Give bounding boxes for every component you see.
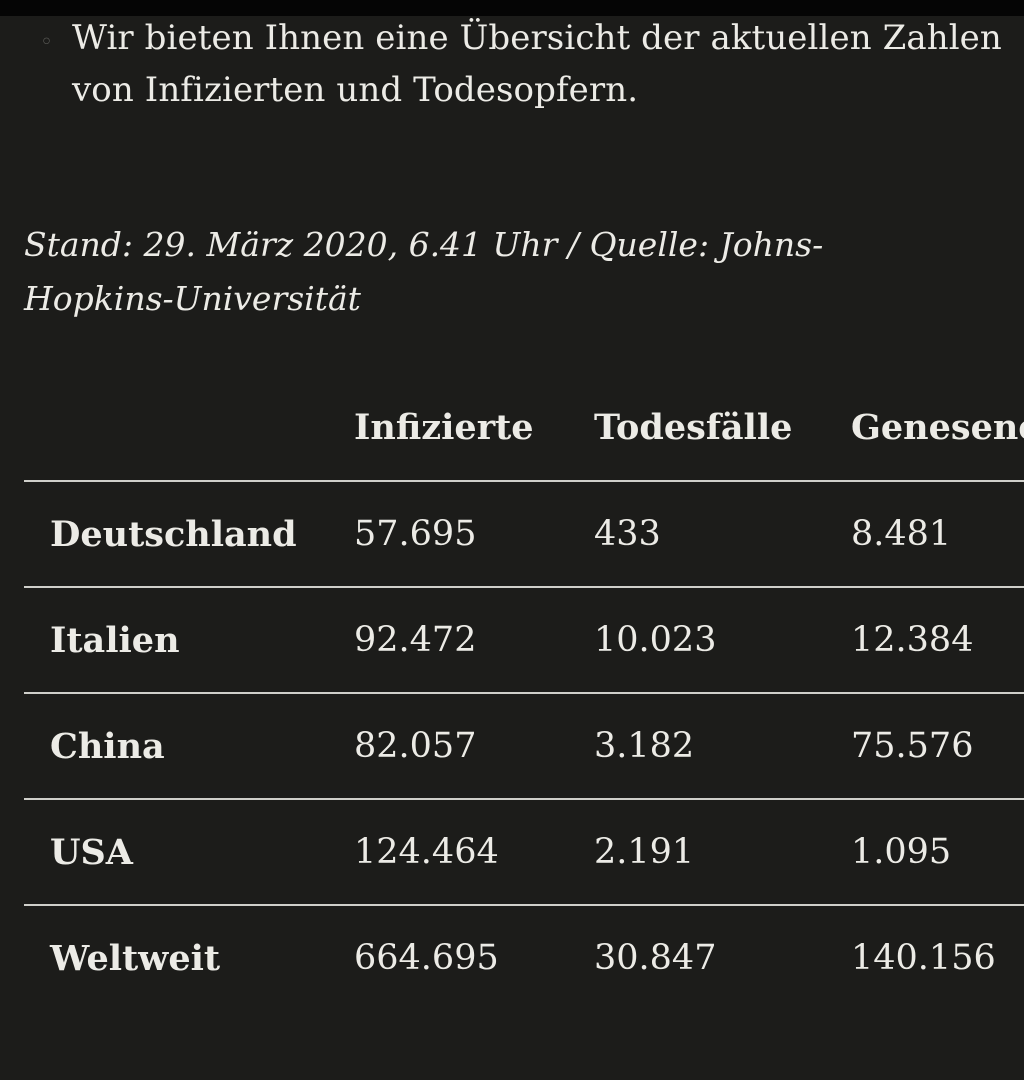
table-row: USA 124.464 2.191 1.095 [24,799,1024,906]
todesfaelle-cell: 3.182 [568,693,825,800]
genesene-cell: 140.156 [851,938,996,978]
header-infizierte: Infizierte [328,374,568,482]
todesfaelle-cell: 30.847 [594,938,717,978]
infizierte-cell: 664.695 [354,938,499,978]
infizierte-cell: 82.057 [328,693,568,800]
genesene-cell: 75.576 [825,693,1024,800]
statistics-table: Infizierte Todesfälle Genesene Deutschla… [24,374,1024,1010]
table-row: Weltweit 664.695 30.847 140.156 [24,905,1024,1010]
header-corner [24,374,328,482]
infizierte-cell: 124.464 [328,799,568,906]
infizierte-cell: 57.695 [328,481,568,588]
table-row: Italien 92.472 10.023 12.384 [24,587,1024,694]
table-header-row: Infizierte Todesfälle Genesene [24,374,1024,482]
country-cell: Weltweit [50,937,221,979]
table-row: China 82.057 3.182 75.576 [24,693,1024,800]
intro-text: Wir bieten Ihnen eine Übersicht der aktu… [72,18,1002,110]
statistics-table-container[interactable]: Infizierte Todesfälle Genesene Deutschla… [24,374,1024,1010]
genesene-cell: 1.095 [825,799,1024,906]
country-cell: USA [24,799,328,906]
header-genesene: Genesene [825,374,1024,482]
genesene-cell: 12.384 [825,587,1024,694]
genesene-cell: 8.481 [825,481,1024,588]
bullet-icon: ◦ [40,30,53,55]
todesfaelle-cell: 2.191 [568,799,825,906]
infizierte-cell: 92.472 [328,587,568,694]
country-cell: Italien [24,587,328,694]
data-source-caption: Stand: 29. März 2020, 6.41 Uhr / Quelle:… [24,225,824,318]
header-todesfaelle: Todesfälle [568,374,825,482]
country-cell: China [24,693,328,800]
todesfaelle-cell: 433 [568,481,825,588]
country-cell: Deutschland [24,481,328,588]
todesfaelle-cell: 10.023 [568,587,825,694]
status-bar [0,0,1024,16]
table-row: Deutschland 57.695 433 8.481 [24,481,1024,588]
